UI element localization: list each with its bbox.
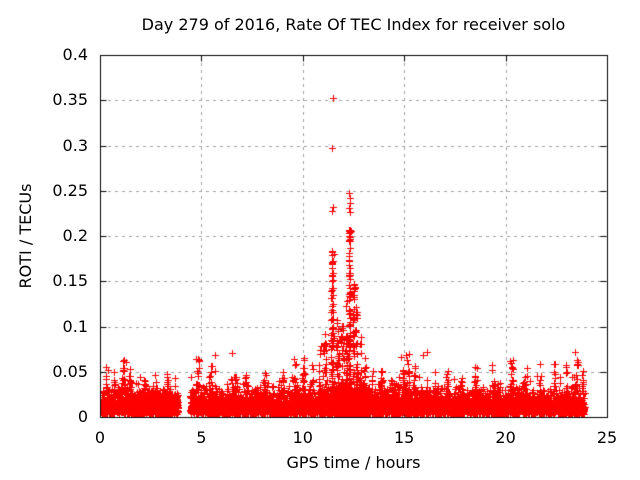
x-axis-label: GPS time / hours (286, 453, 421, 472)
y-tick-label: 0.25 (52, 180, 88, 200)
x-tick-label: 25 (596, 428, 618, 447)
chart-title: Day 279 of 2016, Rate Of TEC Index for r… (141, 15, 566, 34)
x-tick-label: 15 (394, 428, 415, 447)
x-tick-label: 0 (94, 428, 106, 447)
y-tick-label: 0.05 (52, 361, 88, 381)
y-tick-label: 0.15 (52, 271, 88, 291)
x-tick-label: 10 (292, 428, 313, 447)
y-tick-label: 0.1 (62, 316, 88, 336)
x-tick-label: 5 (196, 428, 207, 447)
y-tick-label: 0.3 (62, 135, 88, 155)
x-tick-label: 20 (495, 428, 516, 447)
y-tick-label: 0 (77, 407, 88, 426)
y-tick-label: 0.4 (62, 45, 88, 64)
y-tick-label: 0.35 (52, 90, 88, 110)
y-tick-label: 0.2 (62, 226, 88, 245)
